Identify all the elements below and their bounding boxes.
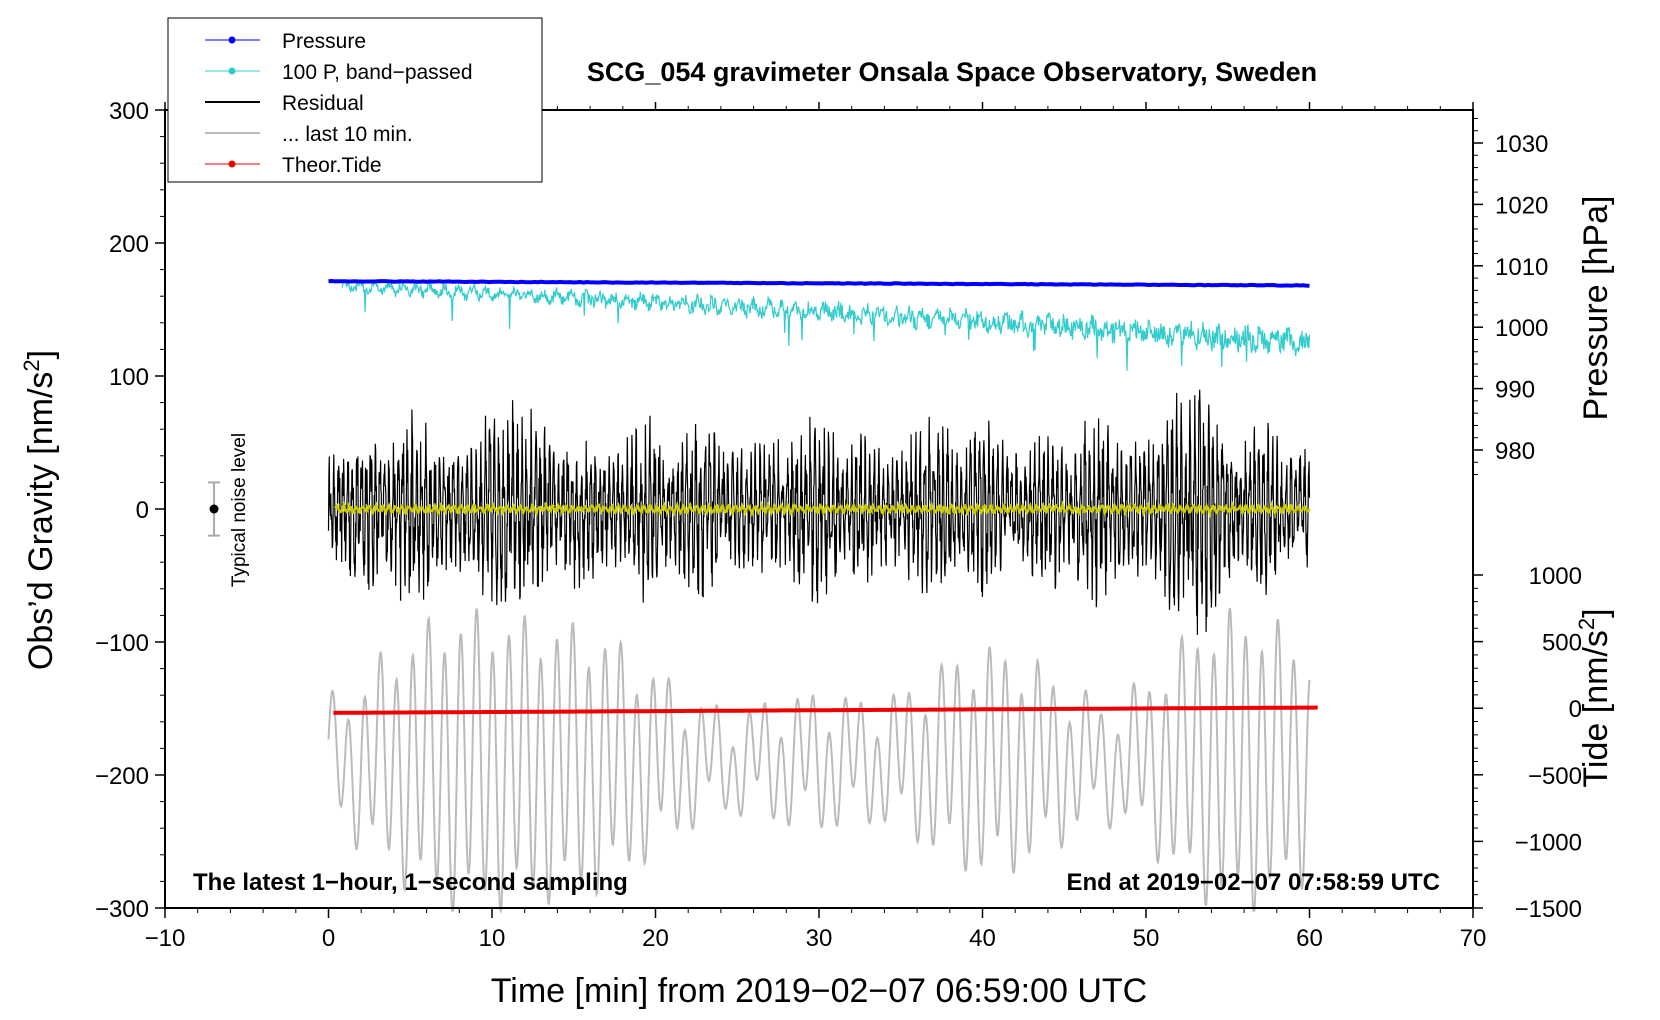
- legend-entry-pressure: Pressure: [205, 30, 366, 53]
- legend-entry-band-passed: 100 P, band−passed: [205, 61, 473, 84]
- pressure-tick-label: 980: [1495, 438, 1535, 465]
- pressure-line: [328, 278, 1310, 288]
- filtered-residual-series: [334, 499, 1311, 519]
- legend-label-last-10-min: ... last 10 min.: [282, 123, 413, 146]
- y-axis-label-tide-end: ]: [1577, 608, 1615, 617]
- pressure-tick-label: 1010: [1495, 254, 1548, 281]
- y-tick-label: −100: [95, 630, 149, 657]
- x-tick-label: 60: [1296, 925, 1323, 952]
- x-tick-label: −10: [145, 925, 186, 952]
- band-passed-pressure-series: [341, 279, 1311, 371]
- filtered-residual-line: [334, 499, 1311, 519]
- x-axis-label: Time [min] from 2019−02−07 06:59:00 UTC: [491, 972, 1147, 1010]
- theoretical-tide-series: [333, 705, 1318, 715]
- legend-label-residual: Residual: [282, 92, 364, 115]
- y-tick-label: −300: [95, 896, 149, 923]
- last-10-min-line: [327, 607, 1311, 915]
- chart-title: SCG_054 gravimeter Onsala Space Observat…: [587, 57, 1317, 87]
- noise-level-label: Typical noise level: [229, 433, 250, 587]
- legend-label-band-passed: 100 P, band−passed: [282, 61, 473, 84]
- y-axis-label-pressure: Pressure [hPa]: [1577, 196, 1615, 421]
- y-tick-label: 100: [109, 364, 149, 391]
- legend-marker-pressure: [228, 36, 236, 44]
- x-tick-label: 10: [479, 925, 506, 952]
- legend: Pressure 100 P, band−passed Residual ...…: [167, 17, 543, 183]
- y-tick-label: −200: [95, 763, 149, 790]
- legend-label-pressure: Pressure: [282, 30, 366, 53]
- legend-entry-theor-tide: Theor.Tide: [205, 154, 382, 177]
- y-tick-label: 200: [109, 231, 149, 258]
- axis-ticks: −10 0 10 20 30 40 50 60 703002001000−100−200−300…: [95, 98, 1582, 952]
- last-10-min-series: [327, 607, 1311, 915]
- tide-tick-label: −500: [1528, 763, 1582, 790]
- theor-tide-line: [333, 705, 1318, 715]
- legend-box: [167, 17, 543, 183]
- tide-tick-label: 500: [1542, 630, 1582, 657]
- y-axis-label-gravity-sup: 2: [19, 359, 44, 371]
- x-tick-label: 30: [806, 925, 833, 952]
- annotation-sampling: The latest 1−hour, 1−second sampling: [193, 869, 628, 896]
- legend-marker-band-passed: [228, 67, 236, 75]
- noise-bar-dot: [209, 504, 219, 514]
- y-axis-label-gravity: Obs’d Gravity [nm/s2]: [19, 350, 60, 670]
- y-tick-label: 0: [136, 497, 149, 524]
- x-tick-label: 50: [1133, 925, 1160, 952]
- x-tick-label: 0: [322, 925, 335, 952]
- pressure-tick-label: 1000: [1495, 315, 1548, 342]
- pressure-tick-label: 1030: [1495, 131, 1548, 158]
- residual-series: [327, 389, 1311, 635]
- tide-tick-label: 1000: [1529, 563, 1582, 590]
- legend-entry-residual: Residual: [205, 92, 364, 115]
- legend-marker-theor-tide: [228, 160, 236, 168]
- x-tick-label: 70: [1460, 925, 1487, 952]
- pressure-series: [328, 278, 1310, 288]
- y-axis-label-gravity-end: ]: [22, 350, 60, 359]
- annotation-end-time: End at 2019−02−07 07:58:59 UTC: [1066, 869, 1440, 896]
- tide-tick-label: −1500: [1515, 896, 1582, 923]
- x-tick-label: 20: [642, 925, 669, 952]
- tide-tick-label: −1000: [1515, 829, 1582, 856]
- pressure-tick-label: 990: [1495, 377, 1535, 404]
- y-axis-label-tide: Tide [nm/s2]: [1574, 608, 1615, 787]
- tide-tick-label: 0: [1569, 696, 1582, 723]
- legend-label-theor-tide: Theor.Tide: [282, 154, 382, 177]
- y-axis-label-tide-sup: 2: [1574, 618, 1599, 630]
- x-tick-label: 40: [969, 925, 996, 952]
- residual-line: [327, 389, 1311, 635]
- legend-entry-last-10-min: ... last 10 min.: [205, 123, 413, 146]
- band-passed-line: [341, 279, 1311, 371]
- y-axis-label-gravity-main: Obs’d Gravity [nm/s: [22, 372, 60, 671]
- y-axis-label-tide-main: Tide [nm/s: [1577, 630, 1615, 787]
- noise-level-indicator: [208, 481, 221, 537]
- y-tick-label: 300: [109, 98, 149, 125]
- pressure-tick-label: 1020: [1495, 192, 1548, 219]
